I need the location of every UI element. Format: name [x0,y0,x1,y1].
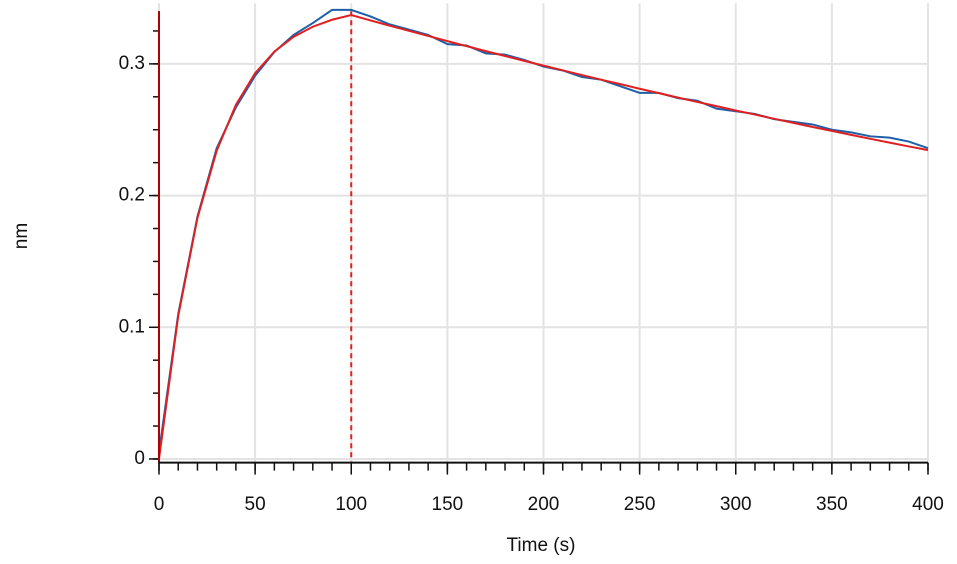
y-tick-label: 0.2 [119,185,145,206]
y-axis-title: nm [11,223,32,249]
x-tick-label: 0 [154,494,165,515]
y-tick-label: 0.1 [119,316,145,337]
x-tick-label: 250 [624,494,656,515]
x-axis-title: Time (s) [507,535,576,556]
x-tick-label: 100 [335,494,367,515]
x-tick-label: 350 [816,494,848,515]
x-tick-label: 200 [528,494,560,515]
y-tick-label: 0.3 [119,53,145,74]
y-tick-label: 0 [134,448,145,469]
x-tick-label: 150 [432,494,464,515]
x-tick-label: 300 [720,494,752,515]
data-line [158,13,929,460]
x-tick-label: 50 [245,494,266,515]
x-tick-label: 400 [912,494,944,515]
